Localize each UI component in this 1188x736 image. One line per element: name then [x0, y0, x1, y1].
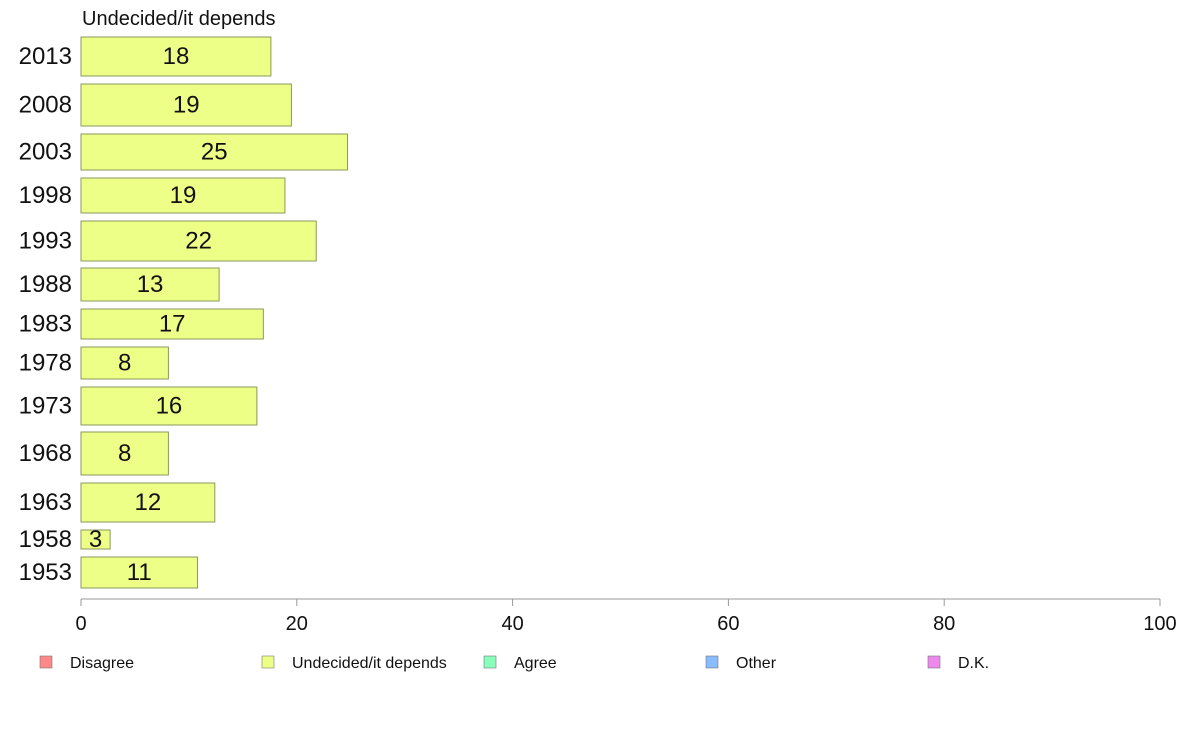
value-label-2013: 18: [163, 43, 190, 70]
bar-1993: [80, 220, 317, 262]
year-label-1958: 1958: [19, 526, 72, 553]
value-label-1993: 22: [185, 228, 212, 255]
bar-1958: [80, 529, 111, 550]
year-label-2003: 2003: [19, 139, 72, 166]
x-axis: 0 20 40 60 80 100: [75, 598, 1177, 635]
x-tick-label-100: 100: [1143, 613, 1176, 635]
legend-swatch-disagree: [39, 655, 53, 669]
value-label-1953: 11: [127, 559, 152, 586]
legend-label-disagree: Disagree: [70, 655, 134, 672]
year-label-1998: 1998: [19, 182, 72, 209]
x-tick-label-60: 60: [717, 613, 739, 635]
legend-swatch-other: [705, 655, 719, 669]
year-label-1973: 1973: [19, 393, 72, 420]
value-label-2003: 25: [201, 139, 228, 166]
year-label-1978: 1978: [19, 350, 72, 377]
bar-2003: [80, 133, 349, 171]
bar-1963: [80, 482, 216, 523]
value-label-1998: 19: [170, 182, 197, 209]
chart-title: Undecided/it depends: [82, 8, 275, 30]
year-label-1968: 1968: [19, 440, 72, 467]
bars-group: 2013 18 2008 19 2003 25 1998 19 1993 22 1988 13 1983…: [19, 36, 349, 589]
value-label-2008: 19: [173, 92, 200, 119]
value-label-1968: 8: [118, 440, 131, 467]
year-label-1953: 1953: [19, 559, 72, 586]
bar-1988: [80, 267, 220, 302]
legend-label-d-k: D.K.: [958, 655, 989, 672]
legend-label-agree: Agree: [514, 655, 557, 672]
year-label-1963: 1963: [19, 489, 72, 516]
year-label-2013: 2013: [19, 43, 72, 70]
legend-label-undecided-it-depends: Undecided/it depends: [292, 655, 447, 672]
value-label-1978: 8: [118, 350, 131, 377]
value-label-1983: 17: [159, 311, 186, 338]
year-label-2008: 2008: [19, 92, 72, 119]
bar-1978: [80, 346, 169, 380]
value-label-1988: 13: [137, 271, 164, 298]
legend-swatch-d-k: [927, 655, 941, 669]
value-label-1958: 3: [89, 526, 102, 553]
x-tick-label-0: 0: [75, 613, 86, 635]
x-tick-label-80: 80: [933, 613, 955, 635]
bar-2008: [80, 83, 292, 127]
value-label-1973: 16: [156, 393, 183, 420]
year-label-1983: 1983: [19, 311, 72, 338]
bar-1998: [80, 177, 286, 214]
bar-1953: [80, 556, 199, 589]
year-label-1988: 1988: [19, 271, 72, 298]
bar-1968: [80, 431, 169, 476]
x-tick-label-40: 40: [501, 613, 523, 635]
bar-1973: [80, 386, 258, 426]
legend-swatch-undecided-it-depends: [261, 655, 275, 669]
legend: Disagree Undecided/it depends Agree Other D.…: [39, 655, 989, 672]
year-label-1993: 1993: [19, 228, 72, 255]
legend-swatch-agree: [483, 655, 497, 669]
value-label-1963: 12: [135, 489, 162, 516]
legend-label-other: Other: [736, 655, 777, 672]
bar-2013: [80, 36, 272, 77]
x-tick-label-20: 20: [286, 613, 308, 635]
bar-1983: [80, 308, 264, 340]
